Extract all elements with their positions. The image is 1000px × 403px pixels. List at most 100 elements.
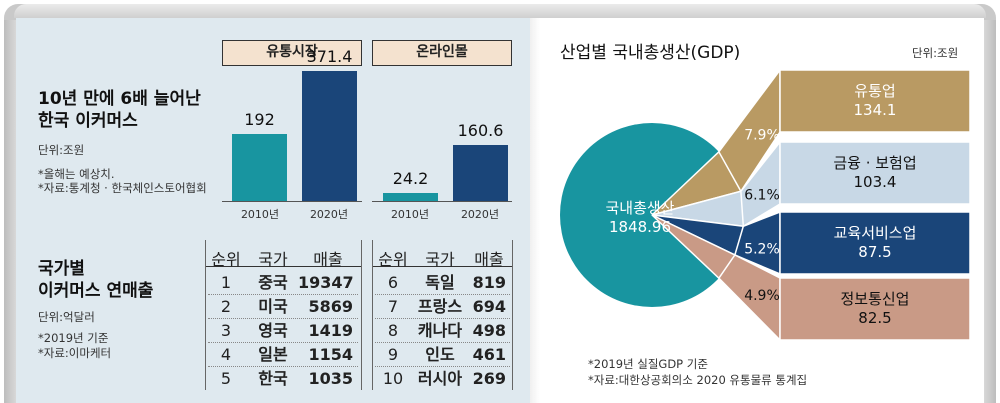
market-bar-2010년 <box>232 134 287 201</box>
table-left-border-right <box>361 240 362 390</box>
table-right-sales-cell: 819 <box>472 273 506 292</box>
table-left-sales-cell: 1035 <box>308 369 353 388</box>
ranking-headline-line1: 국가별 <box>38 259 85 279</box>
online-label-box: 온라인몰 <box>372 40 512 66</box>
table-left-country-cell: 영국 <box>258 321 288 340</box>
table-right-country-cell: 인도 <box>425 345 455 364</box>
gdp-percent-label-1: 6.1% <box>744 188 780 204</box>
gdp-industry-box-3 <box>779 277 971 341</box>
table-left-divider <box>208 342 358 343</box>
table-left-sales-cell: 5869 <box>308 297 353 316</box>
online-bar-2020년 <box>453 145 508 201</box>
ecommerce-note-1: *올해는 예상치. <box>38 167 115 181</box>
left-panel <box>16 18 530 403</box>
table-left-divider <box>208 294 358 295</box>
gdp-note-1: *2019년 실질GDP 기준 <box>588 357 708 371</box>
table-right-country-cell: 캐나다 <box>417 321 463 340</box>
table-right-divider <box>375 366 510 367</box>
gdp-percent-label-3: 4.9% <box>744 288 780 304</box>
ranking-unit: 단위:억달러 <box>38 310 95 324</box>
table-right-sales-cell: 694 <box>472 297 506 316</box>
market-axis <box>222 201 362 202</box>
table-right-country-cell: 러시아 <box>417 369 463 388</box>
gdp-unit: 단위:조원 <box>912 46 959 60</box>
gdp-industry-box-2 <box>779 211 971 275</box>
table-left-country-cell: 중국 <box>258 273 288 292</box>
gdp-industry-name-3: 정보통신업 <box>840 290 909 308</box>
table-right-border-left <box>372 240 373 390</box>
table-left-country-cell: 한국 <box>258 369 288 388</box>
gdp-total-label: 국내총생산 <box>605 199 674 217</box>
table-right-header-country: 국가 <box>425 250 455 269</box>
online-bar-2010년 <box>383 193 438 201</box>
table-left-rank-cell: 1 <box>220 273 232 292</box>
online-bar-value-2020년: 160.6 <box>457 121 504 140</box>
online-bar-value-2010년: 24.2 <box>392 169 429 188</box>
ranking-note-2: *자료:이마케터 <box>38 346 112 360</box>
gdp-industry-box-1 <box>779 141 971 205</box>
gdp-note-2: *자료:대한상공회의소 2020 유통물류 통계집 <box>588 373 808 387</box>
table-left-header-rule <box>206 266 361 267</box>
table-right-header-sales: 매출 <box>474 250 504 269</box>
ranking-note-1: *2019년 기준 <box>38 331 109 345</box>
online-axis <box>372 201 512 202</box>
market-label-box: 유통시장 <box>222 40 362 66</box>
table-right-rank-cell: 10 <box>382 369 404 388</box>
table-right-header-rule <box>373 266 512 267</box>
ecommerce-headline-line2: 한국 이커머스 <box>38 111 138 131</box>
frame-left-bezel <box>4 20 16 403</box>
table-left-rank-cell: 2 <box>220 297 232 316</box>
table-left-header-rank: 순위 <box>211 250 241 269</box>
table-left-header-country: 국가 <box>258 250 288 269</box>
table-right-rank-cell: 8 <box>387 321 399 340</box>
table-left-header-sales: 매출 <box>313 250 343 269</box>
frame-right-bezel <box>984 20 996 403</box>
table-right-divider <box>375 342 510 343</box>
gdp-industry-name-1: 금융 · 보험업 <box>833 154 916 172</box>
ecommerce-note-2: *자료:통계청 · 한국체인스토어협회 <box>38 181 207 195</box>
gdp-industry-name-2: 교육서비스업 <box>834 224 917 242</box>
gdp-industry-name-0: 유통업 <box>854 82 895 100</box>
table-left-country-cell: 일본 <box>258 345 288 364</box>
gdp-percent-label-2: 5.2% <box>744 241 780 257</box>
table-right-border-right <box>512 240 513 390</box>
table-left-divider <box>208 366 358 367</box>
market-bar-value-2020년: 371.4 <box>306 47 353 66</box>
table-left-sales-cell: 1154 <box>308 345 353 364</box>
table-left-rank-cell: 3 <box>220 321 232 340</box>
table-right-country-cell: 독일 <box>425 273 455 292</box>
market-year-2010: 2010년 <box>240 208 280 221</box>
table-right-rank-cell: 7 <box>387 297 399 316</box>
market-bar-2020년 <box>302 71 357 201</box>
online-year-2020: 2020년 <box>460 208 500 221</box>
table-right-rank-cell: 9 <box>387 345 399 364</box>
table-right-country-cell: 프랑스 <box>417 297 463 316</box>
ranking-headline-line2: 이커머스 연매출 <box>38 281 154 301</box>
table-left-divider <box>208 318 358 319</box>
ecommerce-headline-line1: 10년 만에 6배 늘어난 <box>38 89 201 109</box>
gdp-percent-label-0: 7.9% <box>744 128 780 144</box>
table-left-sales-cell: 1419 <box>308 321 353 340</box>
gdp-industry-value-0: 134.1 <box>854 101 897 119</box>
table-left-country-cell: 미국 <box>258 297 288 316</box>
table-left-border-left <box>205 240 206 390</box>
table-right-sales-cell: 269 <box>472 369 506 388</box>
table-left-rank-cell: 4 <box>220 345 232 364</box>
table-right-divider <box>375 318 510 319</box>
table-right-rank-cell: 6 <box>387 273 399 292</box>
table-left-rank-cell: 5 <box>220 369 232 388</box>
table-right-sales-cell: 498 <box>472 321 506 340</box>
gdp-industry-box-0 <box>779 69 971 133</box>
gdp-title: 산업별 국내총생산(GDP) <box>560 43 741 63</box>
online-year-2010: 2010년 <box>390 208 430 221</box>
gdp-industry-value-3: 82.5 <box>858 309 891 327</box>
table-left-sales-cell: 19347 <box>298 273 354 292</box>
gdp-industry-value-2: 87.5 <box>858 243 891 261</box>
gdp-industry-value-1: 103.4 <box>854 173 897 191</box>
ecommerce-unit: 단위:조원 <box>38 143 85 157</box>
market-bar-value-2010년: 192 <box>244 110 275 129</box>
table-right-sales-cell: 461 <box>472 345 506 364</box>
gdp-total-value: 1848.96 <box>609 218 671 236</box>
market-year-2020: 2020년 <box>309 208 349 221</box>
